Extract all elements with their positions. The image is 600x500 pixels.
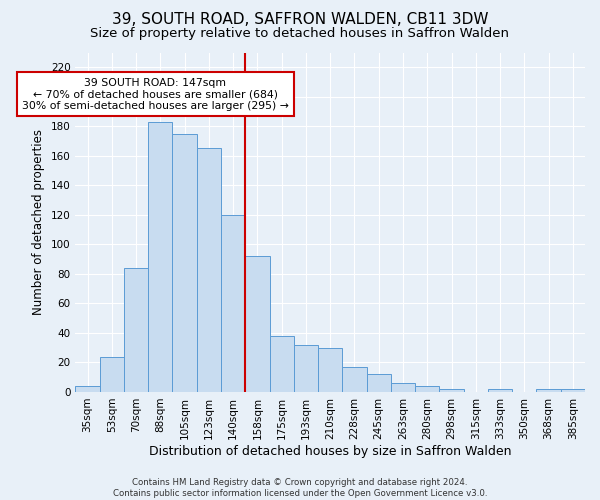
Bar [391,383,415,392]
Bar [318,348,343,392]
Bar [269,336,294,392]
Bar [172,134,197,392]
Y-axis label: Number of detached properties: Number of detached properties [32,129,45,315]
Bar [367,374,391,392]
Bar [439,389,464,392]
Bar [488,389,512,392]
Bar [343,367,367,392]
Bar [76,386,100,392]
Bar [197,148,221,392]
Text: Size of property relative to detached houses in Saffron Walden: Size of property relative to detached ho… [91,28,509,40]
Bar [245,256,269,392]
Text: Contains HM Land Registry data © Crown copyright and database right 2024.
Contai: Contains HM Land Registry data © Crown c… [113,478,487,498]
Bar [148,122,172,392]
X-axis label: Distribution of detached houses by size in Saffron Walden: Distribution of detached houses by size … [149,444,511,458]
Bar [415,386,439,392]
Bar [100,356,124,392]
Bar [536,389,561,392]
Text: 39 SOUTH ROAD: 147sqm
← 70% of detached houses are smaller (684)
30% of semi-det: 39 SOUTH ROAD: 147sqm ← 70% of detached … [22,78,289,111]
Bar [124,268,148,392]
Bar [294,344,318,392]
Bar [221,215,245,392]
Text: 39, SOUTH ROAD, SAFFRON WALDEN, CB11 3DW: 39, SOUTH ROAD, SAFFRON WALDEN, CB11 3DW [112,12,488,28]
Bar [561,389,585,392]
